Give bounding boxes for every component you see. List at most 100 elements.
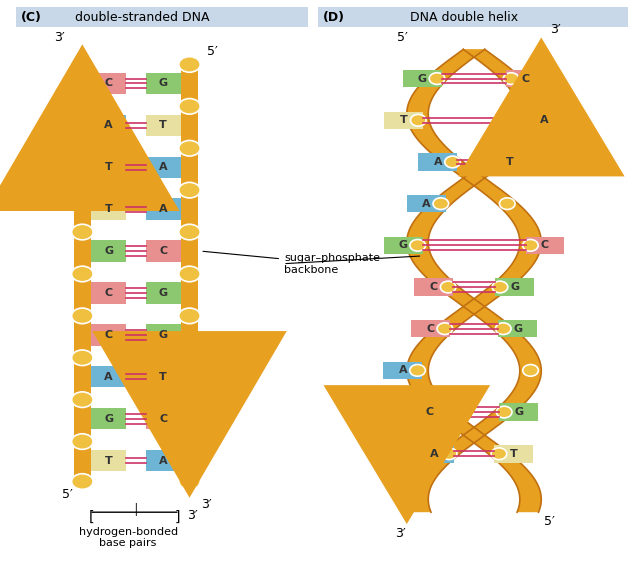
Text: │: │ (133, 503, 139, 516)
Ellipse shape (72, 392, 93, 408)
Bar (499, 320, 538, 338)
Bar (146, 198, 181, 220)
Text: 5′: 5′ (398, 31, 408, 44)
Text: G: G (159, 330, 168, 340)
Ellipse shape (445, 156, 460, 168)
Text: double-stranded DNA: double-stranded DNA (75, 10, 210, 24)
Bar (499, 403, 538, 421)
Bar (73, 59, 91, 483)
Text: C: C (105, 288, 112, 298)
Text: 3′: 3′ (187, 508, 197, 522)
Ellipse shape (72, 224, 93, 240)
Text: T: T (160, 372, 167, 382)
Ellipse shape (433, 198, 448, 209)
Ellipse shape (441, 448, 457, 459)
Text: G: G (104, 414, 113, 424)
Text: G: G (514, 407, 523, 417)
Ellipse shape (72, 57, 93, 72)
Text: A: A (540, 115, 549, 125)
Text: hydrogen-bonded: hydrogen-bonded (78, 526, 178, 537)
Text: C: C (522, 73, 530, 83)
Bar (146, 240, 181, 262)
Ellipse shape (179, 224, 200, 240)
Ellipse shape (410, 240, 426, 251)
Text: G: G (159, 79, 168, 89)
Text: C: C (159, 246, 167, 256)
Ellipse shape (499, 198, 515, 209)
Bar (384, 111, 423, 129)
Bar (495, 278, 534, 296)
Text: A: A (430, 449, 439, 459)
Text: [: [ (89, 510, 95, 524)
Bar (418, 153, 457, 171)
Bar (146, 73, 181, 94)
Ellipse shape (179, 308, 200, 324)
Polygon shape (407, 50, 541, 512)
Text: 5′: 5′ (207, 45, 218, 58)
Text: 3′: 3′ (54, 31, 65, 44)
Bar (146, 324, 181, 346)
Text: G: G (159, 288, 168, 298)
Text: G: G (510, 282, 519, 292)
Text: (D): (D) (323, 10, 345, 24)
Ellipse shape (72, 266, 93, 282)
Bar (146, 282, 181, 304)
Text: G: G (399, 240, 408, 250)
Bar (91, 282, 126, 304)
Bar (91, 73, 126, 94)
Text: T: T (400, 115, 408, 125)
Ellipse shape (495, 323, 511, 335)
Ellipse shape (72, 99, 93, 114)
Bar (410, 403, 449, 421)
Bar (407, 195, 446, 212)
Text: base pairs: base pairs (99, 538, 157, 549)
Ellipse shape (436, 406, 452, 418)
Text: ]: ] (175, 510, 180, 524)
Bar (403, 70, 442, 87)
Text: C: C (105, 330, 112, 340)
Ellipse shape (491, 448, 507, 459)
Bar (146, 115, 181, 136)
Ellipse shape (179, 266, 200, 282)
Ellipse shape (496, 406, 512, 418)
Ellipse shape (429, 73, 445, 85)
Bar (91, 157, 126, 178)
Bar (91, 240, 126, 262)
Ellipse shape (522, 240, 538, 251)
Bar (411, 320, 450, 338)
Text: C: C (425, 407, 433, 417)
Bar (318, 8, 628, 27)
Bar (16, 8, 308, 27)
Bar (525, 111, 564, 129)
Text: T: T (105, 204, 112, 214)
Text: A: A (399, 366, 407, 375)
Bar (384, 361, 423, 379)
Bar (91, 366, 126, 388)
Polygon shape (407, 50, 541, 512)
Ellipse shape (179, 57, 200, 72)
Text: A: A (104, 372, 113, 382)
Ellipse shape (437, 323, 453, 335)
Text: A: A (422, 199, 431, 209)
Text: G: G (104, 246, 113, 256)
Ellipse shape (72, 350, 93, 366)
Ellipse shape (522, 114, 538, 126)
Text: G: G (418, 73, 427, 83)
Bar (91, 115, 126, 136)
Ellipse shape (179, 141, 200, 156)
Text: T: T (105, 455, 112, 466)
Text: 3′: 3′ (394, 527, 405, 540)
Ellipse shape (411, 114, 426, 126)
Bar (384, 237, 423, 254)
Ellipse shape (179, 392, 200, 408)
Text: C: C (159, 414, 167, 424)
Text: 5′: 5′ (544, 515, 555, 528)
Text: A: A (159, 204, 168, 214)
Text: T: T (510, 449, 517, 459)
Ellipse shape (72, 141, 93, 156)
Text: T: T (160, 120, 167, 131)
Text: T: T (105, 162, 112, 172)
Bar (91, 408, 126, 429)
Text: C: C (105, 79, 112, 89)
Bar (91, 450, 126, 471)
